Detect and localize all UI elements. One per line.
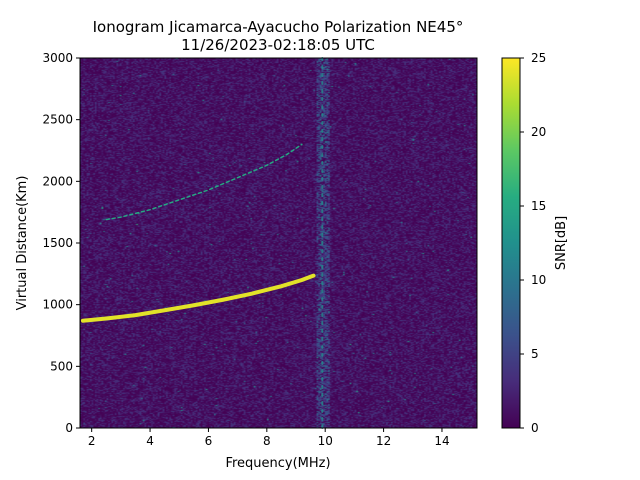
colorbar-frame xyxy=(501,57,521,429)
colorbar-tick-label: 25 xyxy=(531,51,546,65)
plot-area xyxy=(79,57,478,429)
x-tick-label: 14 xyxy=(434,434,449,448)
x-axis: 2 4 6 8 10 12 14 xyxy=(88,428,450,448)
echo-traces xyxy=(80,57,324,429)
echo-trace-2 xyxy=(105,143,303,221)
heatmap-image xyxy=(80,58,477,428)
colorbar-tick-label: 10 xyxy=(531,273,546,287)
colorbar-ticks: 0 5 10 15 20 25 xyxy=(520,51,546,435)
x-axis-label: Frequency(MHz) xyxy=(225,456,330,471)
x-tick-label: 6 xyxy=(205,434,213,448)
colorbar-label: SNR[dB] xyxy=(554,216,569,270)
y-axis: 0 500 1000 1500 2000 2500 3000 xyxy=(42,51,80,435)
chart-title-line2: 11/26/2023-02:18:05 UTC xyxy=(181,36,375,54)
echo-trace-1 xyxy=(80,273,316,323)
y-tick-label: 500 xyxy=(50,359,73,373)
y-tick-label: 1500 xyxy=(42,236,73,250)
y-axis-label: Virtual Distance(Km) xyxy=(15,176,30,311)
x-tick-label: 10 xyxy=(318,434,333,448)
x-tick-label: 2 xyxy=(88,434,96,448)
colorbar-gradient xyxy=(502,58,520,428)
chart-title-line1: Ionogram Jicamarca-Ayacucho Polarization… xyxy=(93,18,464,36)
y-tick-label: 2000 xyxy=(42,174,73,188)
colorbar-tick-label: 5 xyxy=(531,347,539,361)
x-tick-label: 8 xyxy=(263,434,271,448)
y-tick-label: 1000 xyxy=(42,298,73,312)
y-tick-label: 0 xyxy=(65,421,73,435)
x-tick-label: 4 xyxy=(146,434,154,448)
colorbar-tick-label: 20 xyxy=(531,125,546,139)
colorbar: 0 5 10 15 20 25 xyxy=(501,51,546,435)
colorbar-tick-label: 0 xyxy=(531,421,539,435)
y-tick-label: 3000 xyxy=(42,51,73,65)
x-tick-label: 12 xyxy=(376,434,391,448)
y-tick-label: 2500 xyxy=(42,113,73,127)
colorbar-tick-label: 15 xyxy=(531,199,546,213)
